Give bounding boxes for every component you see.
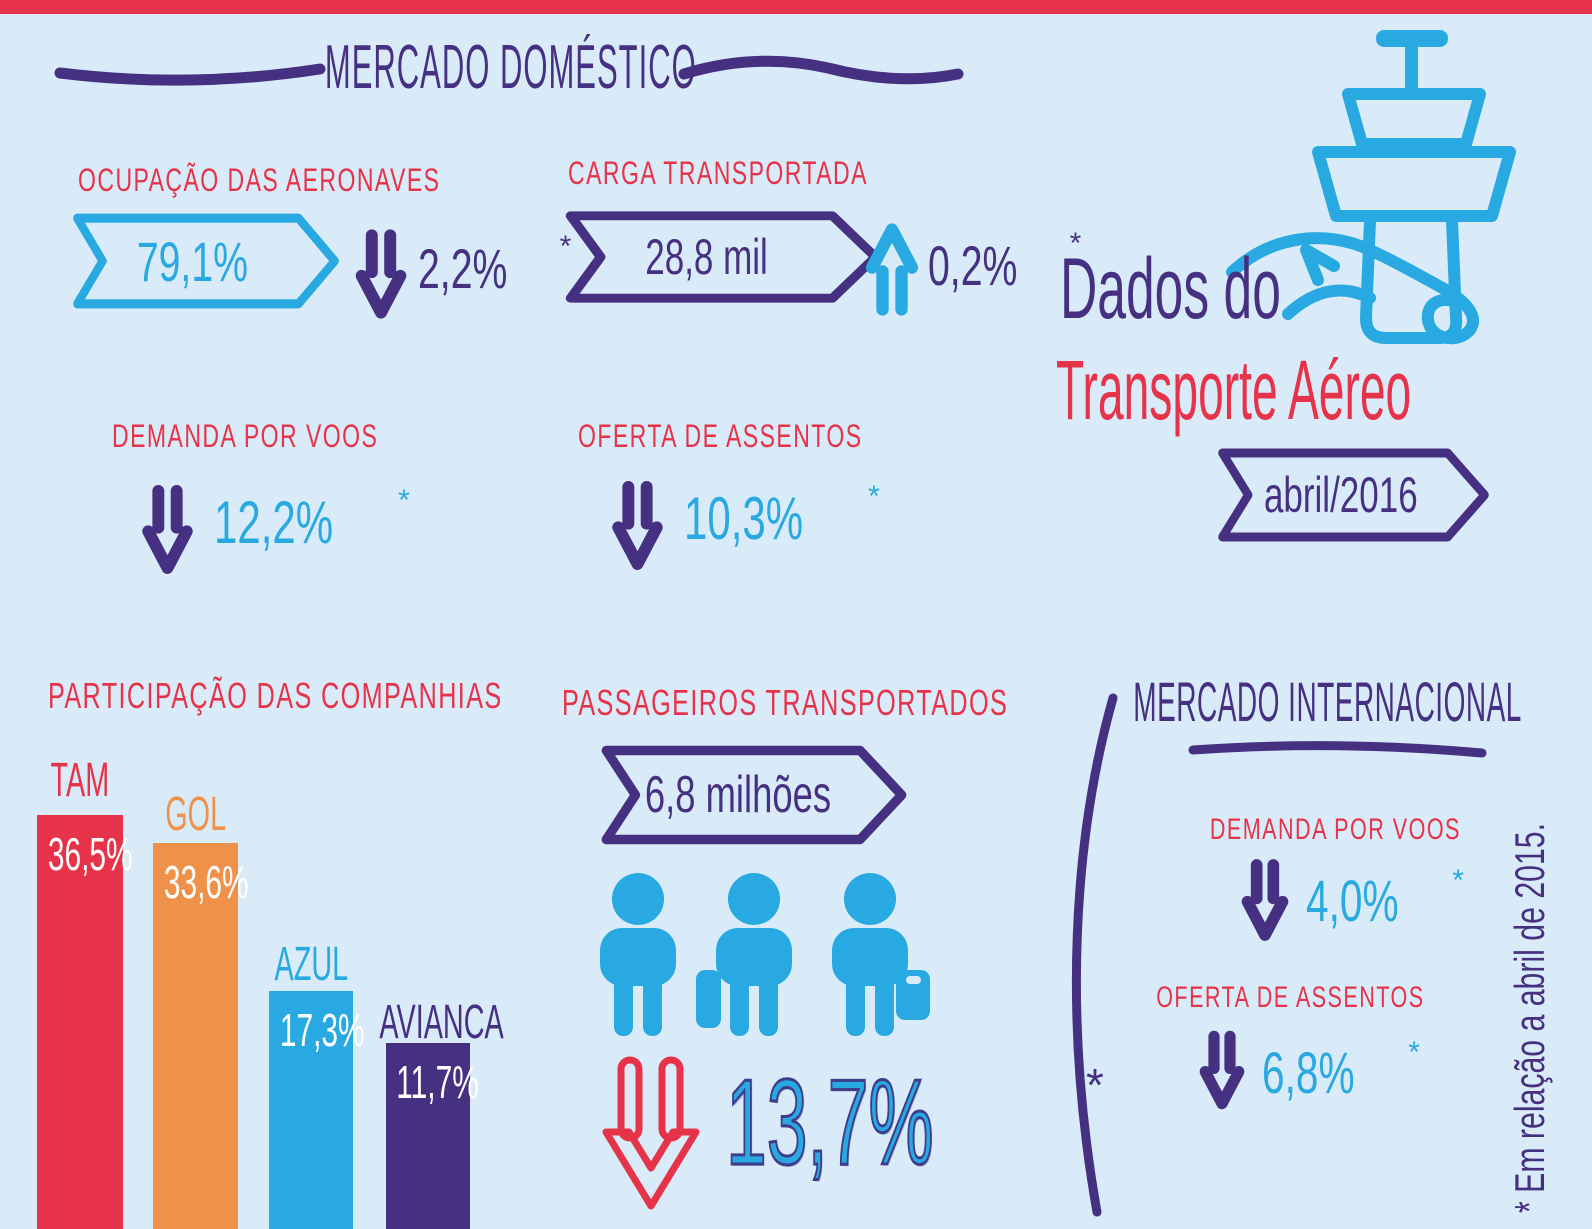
date-badge: abril/2016 <box>1264 467 1418 523</box>
domestic-demand-change: 12,2% <box>214 489 334 556</box>
footnote-vertical-text: * Em relação a abril de 2015. <box>1506 823 1553 1213</box>
international-title-wrap: MERCADO INTERNACIONAL <box>1133 670 1521 733</box>
domestic-seats-change: 10,3% <box>684 485 804 552</box>
international-demand-change: 4,0% <box>1306 869 1399 934</box>
header-left-line <box>54 63 326 86</box>
down-arrow-icon <box>355 229 407 319</box>
passengers-footnote-mark: * <box>1085 1059 1104 1111</box>
domestic-seats-change-row: 10,3% * <box>684 478 880 553</box>
domestic-seats-label: OFERTA DE ASSENTOS <box>578 418 863 454</box>
bar-label-text: GOL <box>165 788 226 841</box>
bar-value-text: 33,6% <box>163 856 249 908</box>
occupancy-ribbon-banner <box>73 213 339 309</box>
bar-label: TAM <box>0 753 170 808</box>
chart-title: PARTICIPAÇÃO DAS COMPANHIAS <box>48 675 503 716</box>
occupancy-change: 2,2% <box>418 237 508 300</box>
section-divider-curve <box>1071 693 1118 1217</box>
down-arrow-outline-icon <box>602 1056 700 1210</box>
international-demand-footnote-mark: * <box>1452 864 1464 897</box>
bar-value-text: 36,5% <box>47 828 133 880</box>
cargo-change-row: 0,2% * <box>928 225 1081 298</box>
bar-label-text: AZUL <box>274 938 348 991</box>
bar-label: GOL <box>106 787 286 842</box>
bar-value: 17,3% <box>257 1003 365 1057</box>
bar-label-text: TAM <box>50 754 110 807</box>
bar-azul <box>269 991 353 1229</box>
international-seats-change: 6,8% <box>1262 1041 1355 1106</box>
down-arrow-icon <box>1199 1030 1245 1110</box>
international-title-underline <box>1188 741 1487 758</box>
header-right-line <box>678 55 964 85</box>
international-seats-label-wrap: OFERTA DE ASSENTOS <box>1140 978 1440 1018</box>
passenger-icon <box>600 873 676 1036</box>
down-arrow-icon <box>612 481 663 570</box>
down-arrow-icon <box>142 485 193 574</box>
date-badge-wrap: abril/2016 <box>1215 445 1467 545</box>
international-demand-change-row: 4,0% * <box>1306 862 1464 935</box>
three-passengers-with-luggage-icon <box>600 873 930 1036</box>
down-arrow-icon <box>1241 859 1289 941</box>
cargo-label: CARGA TRANSPORTADA <box>568 155 868 191</box>
cargo-footnote-mark: * <box>1069 227 1082 260</box>
international-seats-footnote-mark: * <box>1408 1036 1420 1069</box>
passengers-value-wrap: 6,8 milhões <box>598 742 878 848</box>
domestic-market-title-wrap: MERCADO DOMÉSTICO <box>325 30 696 105</box>
international-title: MERCADO INTERNACIONAL <box>1133 669 1522 733</box>
cargo-change: 0,2% <box>928 234 1018 297</box>
logo-line2: Transporte Aéreo <box>1056 343 1412 437</box>
bar-avianca <box>386 1043 470 1229</box>
occupancy-value: 79,1% <box>136 229 248 293</box>
occupancy-value-wrap: 79,1% <box>70 210 314 312</box>
logo-line1: Dados do <box>1060 241 1281 337</box>
domestic-market-title: MERCADO DOMÉSTICO <box>324 33 697 102</box>
bar-label: AVIANCA <box>338 995 518 1050</box>
control-tower-plane-icon <box>1226 30 1516 345</box>
up-arrow-icon <box>865 223 919 316</box>
bar-value: 11,7% <box>374 1055 482 1109</box>
bar-value-text: 17,3% <box>279 1004 365 1056</box>
domestic-seats-footnote-mark: * <box>868 480 880 513</box>
domestic-demand-label: DEMANDA POR VOOS <box>112 418 379 454</box>
international-seats-change-row: 6,8% * <box>1262 1034 1420 1107</box>
passenger-with-suitcase-icon <box>696 873 792 1036</box>
bar-label-text: AVIANCA <box>379 996 504 1049</box>
bar-tam <box>37 815 123 1229</box>
bar-value-text: 11,7% <box>396 1056 479 1108</box>
occupancy-change-row: 2,2% * <box>418 228 571 323</box>
bar-label: AZUL <box>221 937 401 992</box>
bar-gol <box>153 843 238 1229</box>
bar-value: 36,5% <box>25 827 135 881</box>
passengers-label: PASSAGEIROS TRANSPORTADOS <box>562 682 1009 723</box>
cargo-value-wrap: 28,8 mil <box>562 208 852 306</box>
cargo-ribbon-banner <box>565 211 881 303</box>
passengers-change-row: 13,7% * <box>725 1052 1104 1192</box>
passenger-with-briefcase-icon <box>832 873 930 1036</box>
bar-chart: TAM 36,5% GOL 33,6% AZUL 17,3% AVIANCA 11,7% <box>30 745 504 1229</box>
international-seats-label: OFERTA DE ASSENTOS <box>1155 981 1425 1014</box>
passengers-change: 13,7% <box>725 1053 934 1192</box>
passengers-value: 6,8 milhões <box>644 766 832 824</box>
passengers-ribbon-banner <box>601 745 907 845</box>
date-ribbon-banner <box>1218 448 1489 542</box>
occupancy-label: OCUPAÇÃO DAS AERONAVES <box>78 162 441 198</box>
international-demand-label: DEMANDA POR VOOS <box>1209 813 1461 846</box>
domestic-demand-footnote-mark: * <box>398 484 410 517</box>
cargo-value: 28,8 mil <box>645 229 769 285</box>
occupancy-footnote-mark: * <box>559 230 572 263</box>
international-demand-label-wrap: DEMANDA POR VOOS <box>1195 810 1475 850</box>
bar-value: 33,6% <box>141 855 250 909</box>
top-red-bar <box>0 0 1592 14</box>
domestic-demand-change-row: 12,2% * <box>214 482 410 557</box>
